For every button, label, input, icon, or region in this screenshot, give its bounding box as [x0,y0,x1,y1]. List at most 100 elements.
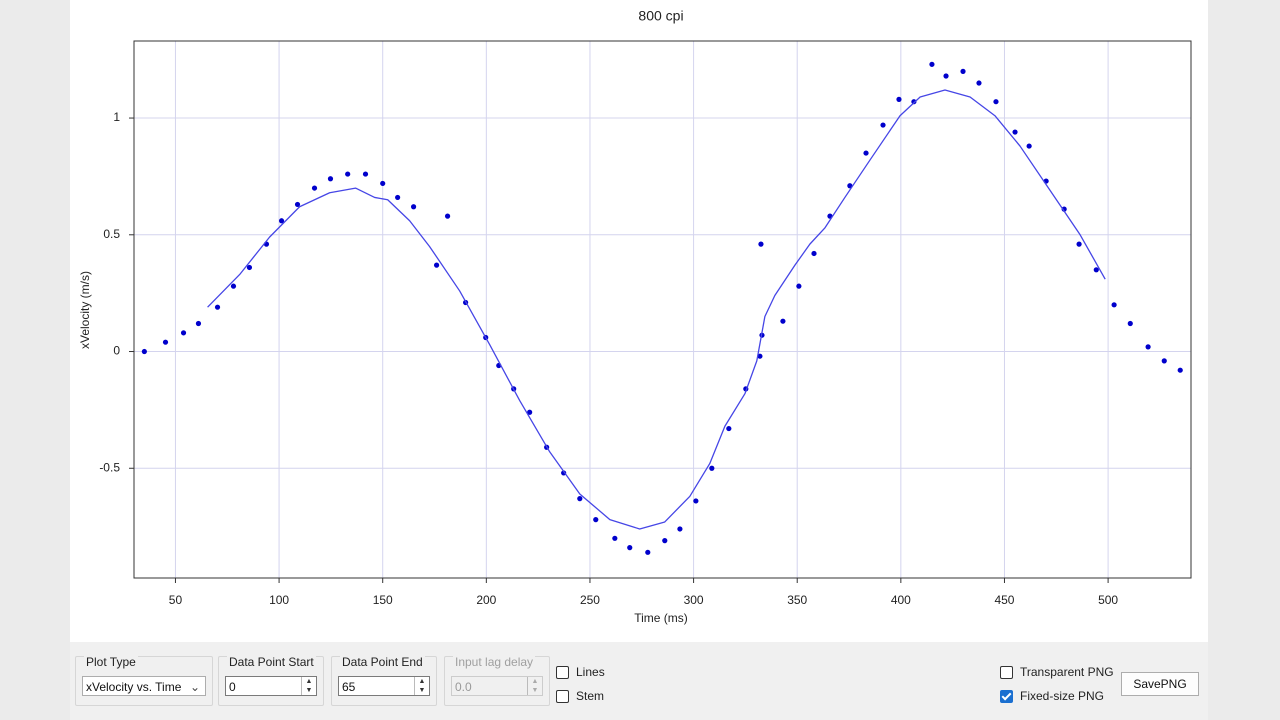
x-tick-label: 350 [787,593,807,607]
x-tick-label: 150 [373,593,393,607]
data-point [1177,367,1183,373]
chart-title: 800 cpi [638,8,683,24]
data-point [294,201,301,208]
data-point [345,171,351,177]
x-tick-label: 500 [1098,593,1118,607]
data-point [896,96,902,102]
data-point [757,353,763,359]
fit-line [207,89,1106,530]
data-point [327,176,334,182]
plot-frame [133,40,1192,579]
x-tick-label: 50 [169,593,183,607]
spinner[interactable]: ▲ ▼ [301,677,316,695]
select-value: xVelocity vs. Time [86,680,182,694]
checkbox-box [1000,666,1013,679]
y-tick-label: 0.5 [103,227,120,241]
y-tick-label: 0 [113,344,120,358]
y-axis-label: xVelocity (m/s) [78,271,92,349]
data-point [796,283,802,289]
end-input[interactable]: 65 ▲ ▼ [338,676,430,696]
data-point [395,194,401,201]
data-point [1161,358,1167,364]
y-tick-label: 1 [113,110,120,124]
plot-type-select[interactable]: xVelocity vs. Time ⌄ [82,676,206,696]
chart: 800 cpi Time (ms) xVelocity (m/s) 50 100 1… [70,0,1208,642]
data-point [230,283,237,289]
checkbox-label: Fixed-size PNG [1020,689,1105,703]
checkbox-label: Stem [576,689,605,703]
data-point [444,213,451,219]
x-tick-label: 400 [891,593,911,607]
start-input[interactable]: 0 ▲ ▼ [225,676,317,696]
control-panel: Plot Type xVelocity vs. Time ⌄ Data Point… [70,642,1208,720]
data-point [645,549,651,555]
spinner[interactable]: ▲ ▼ [414,677,429,695]
data-point [863,150,869,156]
spinner: ▲ ▼ [527,677,542,695]
data-point [811,250,817,257]
data-point [246,264,253,271]
checkbox-box [556,666,569,679]
input-value: 0 [229,680,236,694]
data-point [1127,320,1133,327]
data-point [527,409,533,415]
data-point [180,330,187,336]
input-value: 65 [342,680,356,694]
dropdown-arrow: ⌄ [189,680,200,694]
data-point [1145,344,1151,350]
data-point [612,535,618,541]
start-group: Data Point Start 0 ▲ ▼ [218,655,324,706]
data-point [993,99,999,105]
data-point [758,241,764,247]
group-label: Input lag delay [453,655,536,669]
data-point [1026,143,1032,149]
group-label: Data Point End [340,655,425,669]
data-point [943,73,949,79]
data-point [577,496,583,502]
data-point [1012,129,1018,135]
data-point [1111,302,1117,308]
data-point [780,318,786,324]
data-point [593,517,599,523]
data-point [1076,241,1082,247]
data-point [627,545,633,551]
y-tick-label: -0.5 [99,460,120,474]
group-label: Plot Type [84,655,138,669]
x-axis-label: Time (ms) [634,611,688,625]
checkbox-label: Transparent PNG [1020,665,1114,679]
data-point [976,80,982,86]
checkbox-box [1000,690,1013,703]
data-point [410,204,417,210]
x-tick-label: 300 [684,593,704,607]
data-point [693,498,699,504]
save-png-button[interactable]: SavePNG [1121,672,1199,696]
data-point [380,180,386,187]
x-tick-label: 450 [994,593,1014,607]
data-point [162,339,169,345]
data-point [1093,267,1099,273]
x-tick-label: 100 [269,593,289,607]
lag-group: Input lag delay 0.0 ▲ ▼ [444,655,550,706]
checkbox-box [556,690,569,703]
input-value: 0.0 [455,680,472,694]
group-label: Data Point Start [227,655,316,669]
data-point [662,538,668,544]
x-tick-label: 200 [476,593,496,607]
data-point [141,348,147,355]
x-tick-label: 250 [580,593,600,607]
data-point [195,320,202,327]
data-point [433,262,440,268]
data-point [960,68,966,74]
data-point [214,304,221,310]
plot-type-group: Plot Type xVelocity vs. Time ⌄ [75,655,213,706]
data-point [362,171,369,177]
data-point [677,526,683,532]
data-point [709,465,715,471]
data-point [929,61,935,67]
end-group: Data Point End 65 ▲ ▼ [331,655,437,706]
data-point [278,218,285,224]
data-point [311,185,318,191]
chart-background [70,0,1208,642]
data-point [726,425,732,432]
